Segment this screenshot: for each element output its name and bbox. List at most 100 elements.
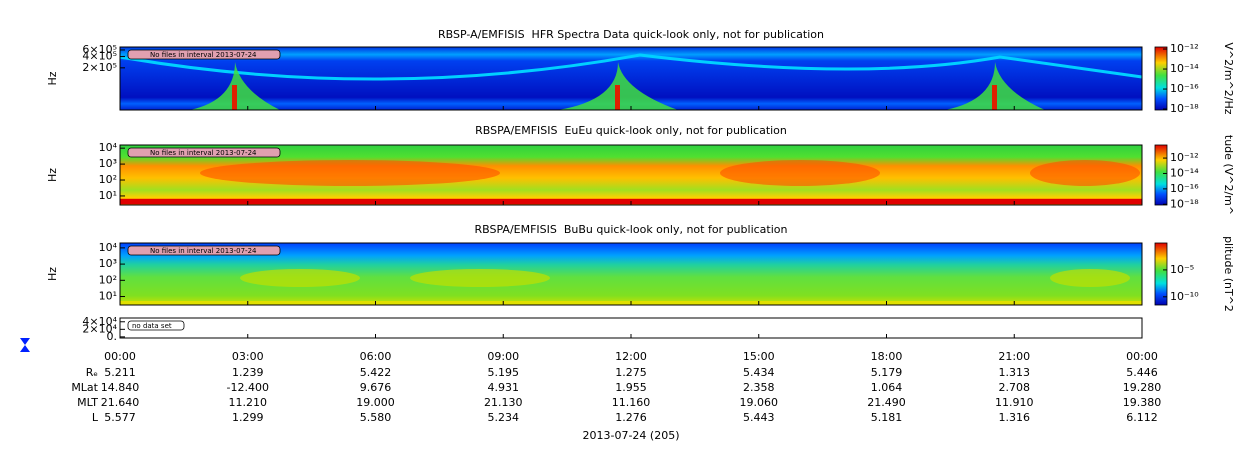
y-tick-label: 4×10⁵ <box>82 50 117 63</box>
time-tick-label: 21:00 <box>998 350 1030 363</box>
spectrogram-feature <box>410 269 550 287</box>
y-axis-label: Hz <box>46 267 59 281</box>
colorbar-tick-label: 10⁻¹² <box>1170 42 1199 55</box>
colorbar-tick-label: 10⁻⁵ <box>1170 263 1194 276</box>
spectrogram-feature <box>240 269 360 287</box>
ephemeris-value: 9.676 <box>360 381 392 394</box>
spectrogram-feature <box>992 85 997 110</box>
colorbar-label: V^2/m^2/Hz <box>1222 42 1235 114</box>
annotation: No files in interval 2013-07-24 <box>127 245 281 256</box>
ephemeris-value: 1.276 <box>615 411 647 424</box>
annotation-box <box>127 245 281 256</box>
ephemeris-value: 1.299 <box>232 411 264 424</box>
panel-title: RBSPA/EMFISIS EuEu quick-look only, not … <box>475 124 787 137</box>
ephemeris-value: 5.443 <box>743 411 775 424</box>
spectrogram-feature <box>615 85 620 110</box>
ephemeris-value: 1.955 <box>615 381 647 394</box>
y-tick-label: 4×10⁴ <box>82 315 117 328</box>
y-tick-label: 6×10⁵ <box>82 43 117 56</box>
ephemeris-value: 1.313 <box>999 366 1031 379</box>
colorbar-tick-label: 10⁻¹⁸ <box>1170 102 1199 115</box>
ephemeris-value: 5.577 <box>104 411 136 424</box>
spectrogram-feature <box>720 160 880 186</box>
ephemeris-value: 11.910 <box>995 396 1034 409</box>
ephemeris-value: 5.181 <box>871 411 903 424</box>
ephemeris-value: 4.931 <box>488 381 520 394</box>
colorbar <box>1154 242 1168 306</box>
time-tick-label: 15:00 <box>743 350 775 363</box>
ephemeris-value: 19.280 <box>1123 381 1162 394</box>
colorbar <box>1154 144 1168 206</box>
time-tick-label: 00:00 <box>1126 350 1158 363</box>
ephemeris-value: 21.490 <box>867 396 906 409</box>
hourglass-icon[interactable] <box>20 338 30 352</box>
ephemeris-value: 21.130 <box>484 396 523 409</box>
y-tick-label: 2×10⁵ <box>82 61 117 74</box>
annotation-text: No files in interval 2013-07-24 <box>150 51 257 59</box>
ephemeris-value: 1.316 <box>999 411 1031 424</box>
ephemeris-value: -12.400 <box>227 381 269 394</box>
annotation-text: No files in interval 2013-07-24 <box>150 247 257 255</box>
y-axis-label: Hz <box>46 71 59 85</box>
annotation-box <box>127 147 281 158</box>
annotation-text: no data set <box>132 322 172 330</box>
spectrogram-feature <box>119 53 1143 81</box>
y-tick-label: 10⁴ <box>99 241 118 254</box>
spectrogram-feature <box>200 160 500 186</box>
ephemeris-value: 6.112 <box>1126 411 1158 424</box>
ephemeris-value: 14.840 <box>101 381 140 394</box>
y-tick-label: 10² <box>99 273 117 286</box>
spectrogram-feature <box>1050 269 1130 287</box>
y-tick-label: 10¹ <box>99 189 117 202</box>
spectrogram-features <box>119 47 1143 305</box>
y-tick-label: 10² <box>99 173 117 186</box>
time-axis-label: 2013-07-24 (205) <box>582 429 679 442</box>
ephemeris-value: 5.422 <box>360 366 392 379</box>
ephemeris-value: 5.195 <box>488 366 520 379</box>
colorbar-tick-label: 10⁻¹⁴ <box>1170 62 1199 75</box>
colorbar-tick-label: 10⁻¹⁰ <box>1170 290 1199 303</box>
ephemeris-label: L <box>92 411 99 424</box>
ephemeris-value: 21.640 <box>101 396 140 409</box>
annotation: No files in interval 2013-07-24 <box>127 49 281 60</box>
y-tick-label: 0. <box>107 330 118 343</box>
ephemeris-value: 11.210 <box>229 396 268 409</box>
ephemeris-label: Rₑ <box>86 366 98 379</box>
annotation-box <box>127 320 185 331</box>
spectrogram-feature <box>232 85 237 110</box>
colorbar-tick-label: 10⁻¹⁶ <box>1170 182 1199 195</box>
ephemeris-value: 5.234 <box>488 411 520 424</box>
colorbar <box>1154 46 1168 111</box>
annotation-box <box>127 49 281 60</box>
ephemeris-value: 5.179 <box>871 366 903 379</box>
ephemeris-value: 5.211 <box>104 366 136 379</box>
time-tick-label: 09:00 <box>487 350 519 363</box>
ephemeris-value: 2.358 <box>743 381 775 394</box>
ephemeris-value: 5.434 <box>743 366 775 379</box>
ephemeris-value: 1.275 <box>615 366 647 379</box>
colorbar-tick-label: 10⁻¹⁴ <box>1170 166 1199 179</box>
colorbar-label: tude (V^2/m^ <box>1222 135 1235 215</box>
ephemeris-value: 5.446 <box>1126 366 1158 379</box>
ephemeris-value: 19.060 <box>740 396 779 409</box>
y-tick-label: 10¹ <box>99 290 117 303</box>
ephemeris-value: 19.380 <box>1123 396 1162 409</box>
y-tick-label: 10³ <box>99 157 117 170</box>
panel-title: RBSP-A/EMFISIS HFR Spectra Data quick-lo… <box>438 28 824 41</box>
time-tick-label: 00:00 <box>104 350 136 363</box>
y-axis-label: Hz <box>46 168 59 182</box>
time-tick-label: 12:00 <box>615 350 647 363</box>
y-tick-label: 2×10⁴ <box>82 322 117 335</box>
colorbar-tick-label: 10⁻¹⁸ <box>1170 197 1199 210</box>
colorbar-tick-label: 10⁻¹⁶ <box>1170 82 1199 95</box>
colorbar-label: plitude (nT^2 <box>1222 236 1235 312</box>
annotation: no data set <box>127 320 185 331</box>
ephemeris-value: 11.160 <box>612 396 651 409</box>
panel-title: RBSPA/EMFISIS BuBu quick-look only, not … <box>475 223 788 236</box>
ephemeris-value: 5.580 <box>360 411 392 424</box>
colorbar-tick-label: 10⁻¹² <box>1170 151 1199 164</box>
ephemeris-value: 1.239 <box>232 366 264 379</box>
ephemeris-value: 19.000 <box>356 396 395 409</box>
annotation: No files in interval 2013-07-24 <box>127 147 281 158</box>
